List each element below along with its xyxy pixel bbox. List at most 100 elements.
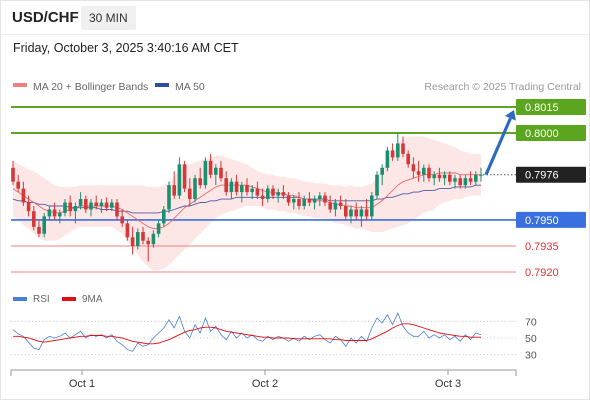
candle-60	[323, 192, 327, 206]
level-label-support-4: 0.7935	[525, 241, 559, 253]
candle-29	[162, 206, 166, 227]
level-label-text: 0.7935	[525, 241, 559, 253]
candle-33	[182, 160, 187, 193]
candle-20	[115, 199, 119, 220]
level-label-resistance-0: 0.8015	[516, 99, 586, 115]
candle-72	[385, 146, 390, 172]
candle-69	[370, 192, 374, 220]
candle-23	[130, 226, 135, 255]
candle-body	[468, 178, 473, 182]
level-label-last-2: 0.7976	[516, 166, 586, 183]
level-label-bg	[516, 125, 586, 142]
candle-26	[146, 237, 150, 262]
candle-body	[58, 212, 62, 217]
candle-body	[432, 174, 436, 179]
rsi-legend-swatch	[13, 297, 27, 301]
candle-11	[68, 195, 72, 217]
candle-70	[375, 171, 379, 200]
candle-body	[318, 195, 322, 200]
candle-body	[338, 202, 343, 206]
candle-12	[73, 202, 78, 224]
candle-body	[130, 237, 135, 246]
candle-body	[474, 174, 478, 182]
candle-87	[463, 174, 468, 189]
candle-48	[260, 188, 265, 206]
candle-body	[442, 174, 447, 179]
rsi-panel	[12, 311, 482, 352]
candle-39	[214, 164, 218, 186]
candle-65	[349, 206, 353, 224]
candle-35	[193, 174, 197, 203]
rsi-ma-legend-swatch	[62, 297, 76, 301]
candle-14	[84, 195, 88, 213]
candle-10	[63, 199, 67, 217]
rsi-tick-label: 50	[525, 333, 537, 345]
level-label-bg	[516, 211, 586, 228]
candle-body	[240, 185, 244, 193]
candle-body	[427, 167, 431, 179]
rsi-ma-legend-label: 9MA	[82, 294, 103, 305]
candle-body	[52, 209, 57, 217]
candle-body	[104, 202, 109, 208]
candle-8	[52, 202, 57, 220]
timestamp: Friday, October 3, 2025 3:40:16 AM CET	[13, 41, 239, 55]
candle-55	[297, 192, 301, 210]
candle-body	[21, 188, 26, 203]
candle-36	[198, 167, 202, 189]
candle-58	[312, 195, 317, 210]
candle-body	[328, 202, 332, 210]
candle-37	[203, 157, 208, 189]
candle-68	[364, 199, 369, 220]
candle-77	[411, 157, 416, 179]
candle-body	[250, 188, 254, 193]
candle-body	[312, 199, 317, 203]
candle-body	[406, 153, 410, 165]
candle-body	[11, 167, 15, 182]
candle-38	[208, 153, 213, 179]
candle-80	[427, 164, 431, 182]
level-lines	[11, 106, 516, 273]
timeframe-button[interactable]: 30 MIN	[81, 6, 136, 30]
candle-54	[292, 195, 296, 210]
candle-body	[437, 174, 442, 179]
candle-76	[406, 150, 410, 168]
candle-83	[442, 171, 447, 186]
candle-56	[302, 195, 306, 210]
level-label-text: 0.8015	[525, 102, 559, 114]
candle-31	[172, 171, 176, 200]
x-axis-labels: Oct 1 Oct 2 Oct 3	[69, 370, 461, 390]
candle-34	[188, 178, 192, 206]
candle-body	[354, 209, 358, 217]
candle-body	[297, 199, 301, 206]
candle-53	[286, 192, 291, 206]
candle-body	[198, 178, 202, 186]
candle-27	[151, 230, 156, 248]
candle-body	[208, 160, 213, 175]
candle-51	[276, 188, 280, 203]
candle-21	[120, 209, 124, 227]
candle-78	[416, 160, 421, 182]
candle-66	[354, 202, 358, 220]
candle-body	[401, 143, 405, 154]
rsi-tick-label: 70	[525, 316, 537, 328]
candle-body	[260, 195, 265, 200]
candle-body	[63, 202, 67, 213]
candle-19	[110, 199, 114, 212]
candle-body	[411, 164, 416, 172]
candle-body	[271, 188, 275, 196]
candle-body	[375, 174, 379, 196]
candle-5	[37, 219, 41, 238]
candle-body	[136, 232, 140, 246]
candle-body	[141, 232, 145, 241]
arrow-head	[504, 110, 516, 121]
candle-body	[68, 202, 72, 212]
candle-63	[338, 195, 343, 210]
x-tick-label: Oct 2	[252, 378, 278, 390]
ma50-legend-swatch	[155, 83, 169, 87]
candle-body	[479, 174, 483, 176]
level-label-pivot-3: 0.7950	[516, 211, 586, 228]
forecast-arrow	[484, 110, 516, 176]
candle-body	[229, 181, 234, 193]
candle-body	[193, 178, 197, 200]
